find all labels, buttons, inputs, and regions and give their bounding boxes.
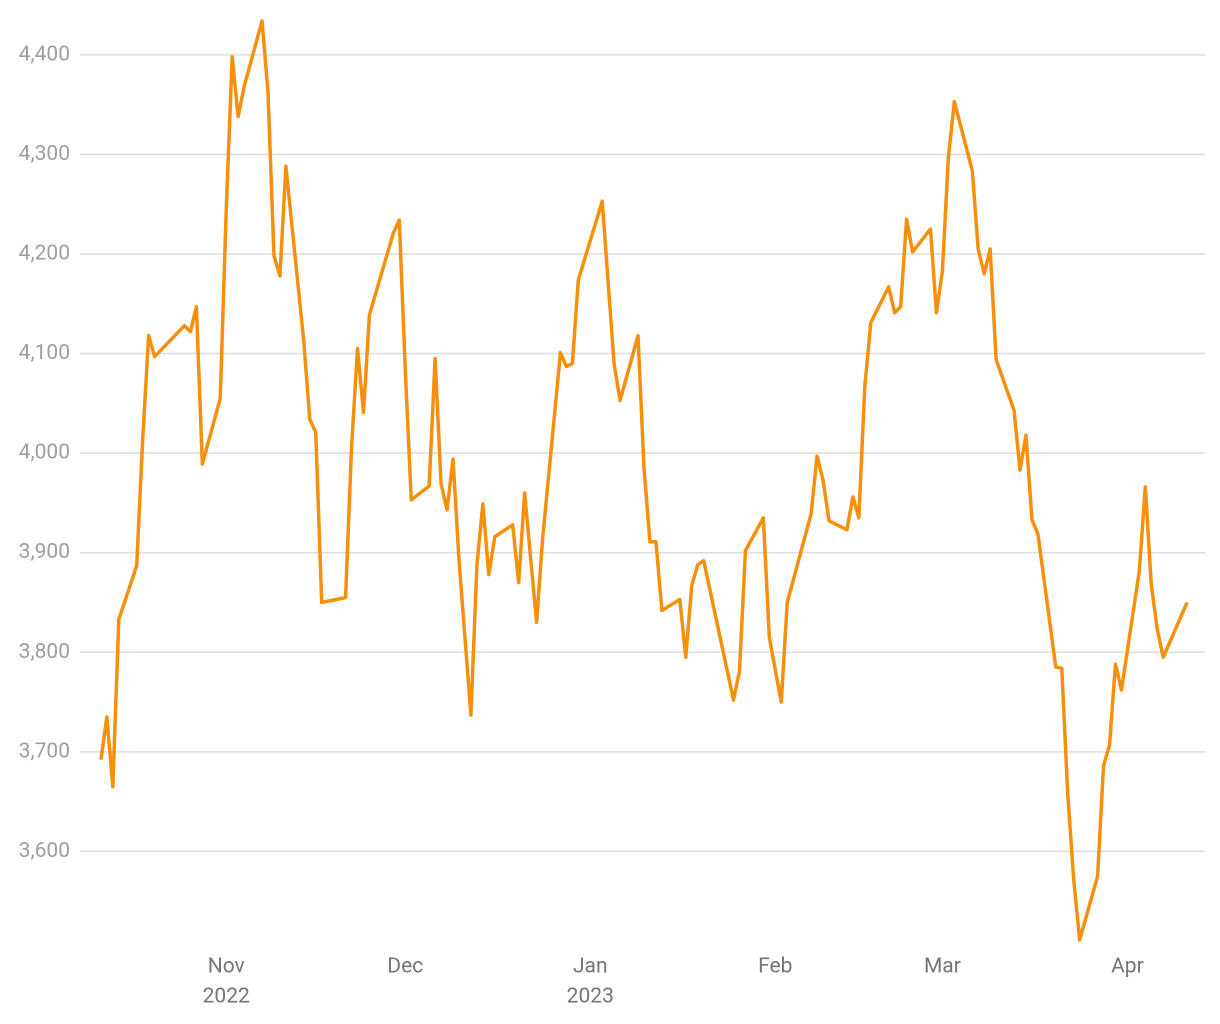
x-tick-label: Feb — [758, 955, 792, 979]
price-line — [99, 19, 1189, 942]
y-tick-label: 4,000 — [19, 441, 70, 465]
y-tick-label: 4,400 — [19, 42, 70, 66]
x-tick-label: Apr — [1111, 955, 1144, 979]
x-tick-label: Jan — [573, 955, 608, 979]
x-tick-label: Dec — [387, 955, 423, 979]
x-tick-label: Mar — [924, 955, 961, 979]
y-tick-label: 3,900 — [19, 540, 70, 564]
y-tick-label: 3,600 — [19, 839, 70, 863]
y-tick-label: 4,200 — [19, 242, 70, 266]
y-tick-label: 4,100 — [19, 341, 70, 365]
x-tick-label: Nov — [208, 955, 245, 979]
x-tick-year: 2023 — [567, 985, 614, 1009]
x-tick-year: 2022 — [203, 985, 250, 1009]
y-tick-label: 3,700 — [19, 739, 70, 763]
y-tick-label: 3,800 — [19, 640, 70, 664]
y-tick-label: 4,300 — [19, 142, 70, 166]
